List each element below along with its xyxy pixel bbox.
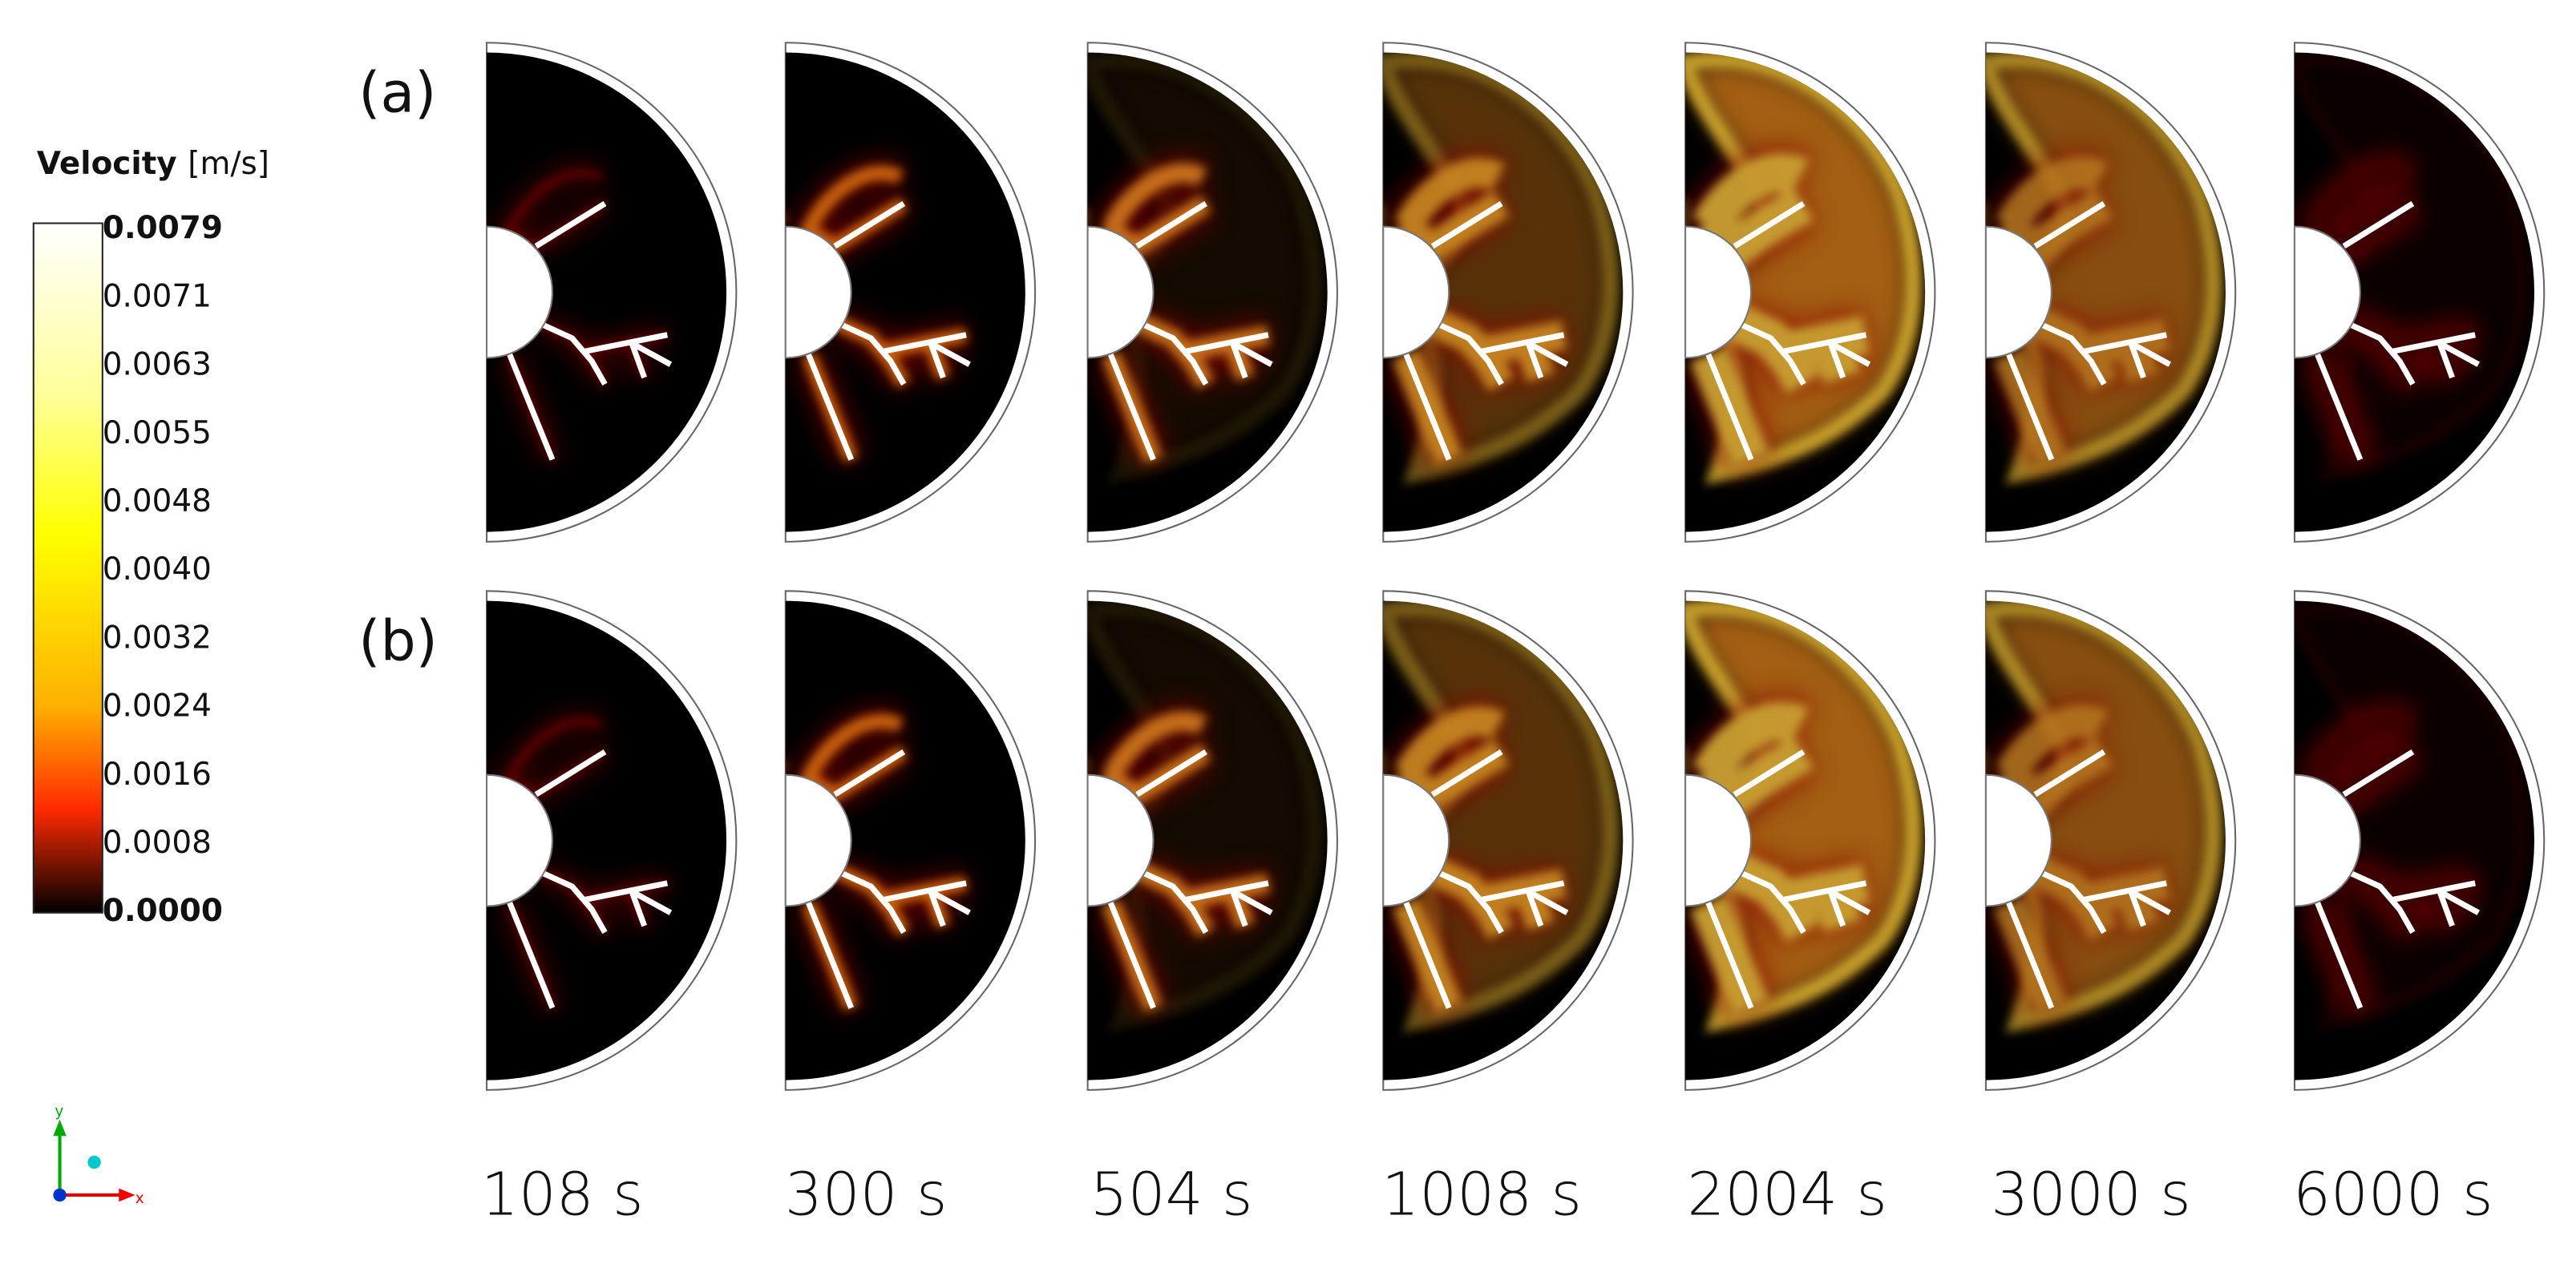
time-label: 2004 s (1687, 1161, 1887, 1230)
contour-panel (486, 590, 738, 1091)
colorbar-tick-label: 0.0055 (103, 415, 212, 451)
time-label: 1008 s (1381, 1161, 1581, 1230)
axis-triad: y x (53, 1104, 144, 1207)
contour-panel (784, 42, 1037, 543)
row-label: (a) (358, 60, 436, 125)
panels (486, 42, 2546, 1091)
contour-panel (1382, 42, 1634, 543)
legend-title: Velocity (37, 146, 177, 182)
colorbar-tick-label: 0.0040 (103, 551, 212, 588)
contour-panel (1984, 42, 2237, 543)
colorbar-tick-label: 0.0000 (103, 893, 223, 929)
colorbar-ticks: 0.0079 0.0071 0.0063 0.0055 0.0048 0.0040 0.00… (103, 210, 223, 929)
colorbar-tick-label: 0.0016 (103, 757, 212, 793)
colorbar-tick-label: 0.0032 (103, 620, 212, 656)
colorbar-tick-label: 0.0048 (103, 483, 212, 519)
contour-panel (1684, 590, 1936, 1091)
axis-y-label: y (55, 1104, 63, 1121)
colorbar (32, 222, 103, 914)
time-label: 6000 s (2293, 1161, 2493, 1230)
time-label: 108 s (481, 1161, 644, 1230)
axis-x-label: x (135, 1190, 144, 1207)
time-label: 3000 s (1991, 1161, 2190, 1230)
contour-panel (1684, 42, 1936, 543)
time-label: 300 s (785, 1161, 948, 1230)
contour-panel (1086, 590, 1338, 1091)
contour-panel (784, 590, 1037, 1091)
colorbar-tick-label: 0.0071 (103, 278, 212, 314)
contour-panel (1984, 590, 2237, 1091)
time-label: 504 s (1090, 1161, 1253, 1230)
contour-panel (1382, 590, 1634, 1091)
contour-panel (1086, 42, 1338, 543)
colorbar-tick-label: 0.0079 (103, 210, 223, 246)
contour-panel (2293, 590, 2546, 1091)
contour-panel (486, 42, 738, 543)
colorbar-tick-label: 0.0063 (103, 347, 212, 383)
row-label: (b) (358, 608, 438, 673)
contour-panel (2293, 42, 2546, 543)
colorbar-tick-label: 0.0008 (103, 825, 212, 861)
legend-unit: [m/s] (188, 146, 269, 182)
colorbar-tick-label: 0.0024 (103, 689, 212, 725)
